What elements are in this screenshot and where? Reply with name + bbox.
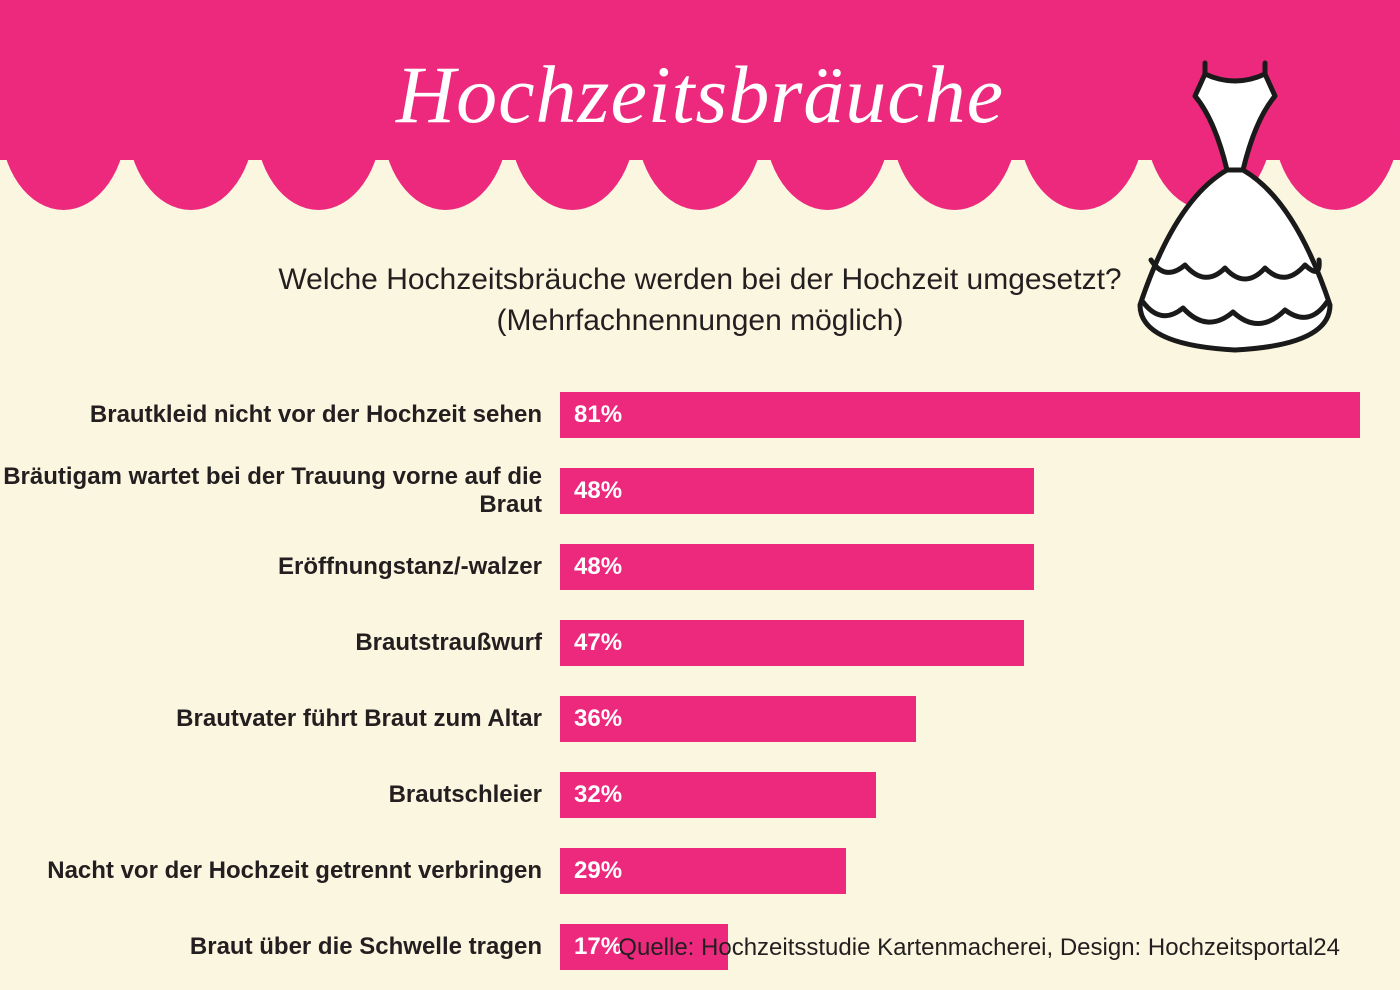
bar: 32% <box>560 772 876 818</box>
chart-row: Brautschleier 32% <box>0 766 1360 824</box>
bar-value: 48% <box>574 553 622 581</box>
chart-row: Bräutigam wartet bei der Trauung vorne a… <box>0 462 1360 520</box>
bar-track: 48% <box>560 544 1360 590</box>
bar-track: 36% <box>560 696 1360 742</box>
bar-value: 47% <box>574 629 622 657</box>
chart-row: Brautvater führt Braut zum Altar 36% <box>0 690 1360 748</box>
subtitle-line-2: (Mehrfachnennungen möglich) <box>497 304 904 337</box>
bar-track: 29% <box>560 848 1360 894</box>
bar-value: 48% <box>574 477 622 505</box>
wedding-dress-icon <box>1125 60 1345 360</box>
bar: 29% <box>560 848 846 894</box>
bar-track: 48% <box>560 468 1360 514</box>
bar-label: Braut über die Schwelle tragen <box>0 933 560 961</box>
bar-label: Brautkleid nicht vor der Hochzeit sehen <box>0 401 560 429</box>
bar: 48% <box>560 468 1034 514</box>
bar-value: 81% <box>574 401 622 429</box>
chart-row: Brautstraußwurf 47% <box>0 614 1360 672</box>
bar-label: Bräutigam wartet bei der Trauung vorne a… <box>0 463 560 519</box>
bar-value: 32% <box>574 781 622 809</box>
bar-label: Brautschleier <box>0 781 560 809</box>
bar-value: 36% <box>574 705 622 733</box>
bar: 36% <box>560 696 916 742</box>
bar-track: 32% <box>560 772 1360 818</box>
bar-label: Brautstraußwurf <box>0 629 560 657</box>
bar-value: 17% <box>574 933 622 961</box>
bar-label: Brautvater führt Braut zum Altar <box>0 705 560 733</box>
bar: 81% <box>560 392 1360 438</box>
subtitle-line-1: Welche Hochzeitsbräuche werden bei der H… <box>278 263 1121 296</box>
bar-label: Nacht vor der Hochzeit getrennt verbring… <box>0 857 560 885</box>
bar-track: 47% <box>560 620 1360 666</box>
bar: 48% <box>560 544 1034 590</box>
bar-label: Eröffnungstanz/-walzer <box>0 553 560 581</box>
bar-value: 29% <box>574 857 622 885</box>
chart-row: Eröffnungstanz/-walzer 48% <box>0 538 1360 596</box>
chart-row: Nacht vor der Hochzeit getrennt verbring… <box>0 842 1360 900</box>
source-credit: Quelle: Hochzeitsstudie Kartenmacherei, … <box>618 934 1340 962</box>
chart-row: Brautkleid nicht vor der Hochzeit sehen 8… <box>0 386 1360 444</box>
bar-chart: Brautkleid nicht vor der Hochzeit sehen 8… <box>0 386 1400 976</box>
bar: 47% <box>560 620 1024 666</box>
bar-track: 81% <box>560 392 1360 438</box>
